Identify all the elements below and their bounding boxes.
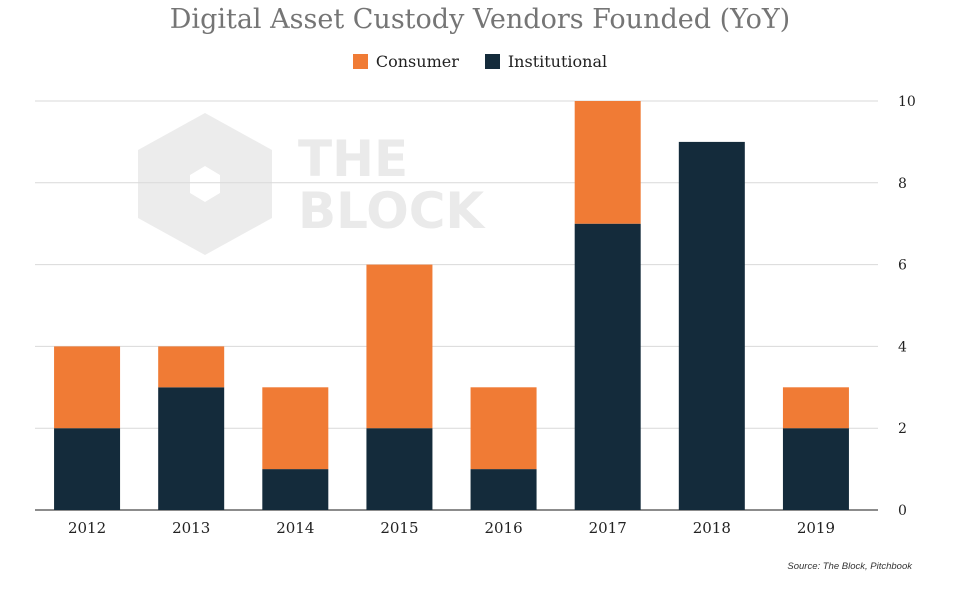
x-tick-label: 2019 bbox=[797, 519, 835, 537]
source-note: Source: The Block, Pitchbook bbox=[787, 561, 912, 572]
bar-institutional bbox=[678, 141, 745, 510]
y-tick-label: 4 bbox=[898, 339, 907, 355]
bar-institutional bbox=[574, 223, 641, 510]
watermark-logo-inner-icon bbox=[190, 166, 220, 202]
bar-consumer bbox=[262, 387, 329, 470]
legend: Consumer Institutional bbox=[0, 52, 960, 71]
y-tick-label: 2 bbox=[898, 421, 907, 437]
bar-consumer bbox=[574, 101, 641, 224]
watermark: THE BLOCK bbox=[138, 113, 486, 255]
bar-consumer bbox=[470, 387, 537, 470]
x-tick-label: 2015 bbox=[380, 519, 418, 537]
bar-institutional bbox=[470, 469, 537, 510]
y-axis-ticks: 0 2 4 6 8 10 bbox=[898, 94, 916, 519]
bar-consumer bbox=[366, 264, 433, 429]
bar-institutional bbox=[54, 428, 121, 510]
bar-institutional bbox=[366, 428, 433, 510]
bar-consumer bbox=[158, 346, 225, 388]
legend-swatch-institutional bbox=[484, 54, 500, 69]
watermark-text-line1: THE bbox=[298, 130, 408, 188]
legend-label-consumer: Consumer bbox=[375, 52, 459, 71]
y-tick-label: 6 bbox=[898, 258, 907, 274]
bars bbox=[54, 101, 849, 510]
legend-item-institutional: Institutional bbox=[484, 52, 608, 71]
legend-swatch-consumer bbox=[352, 54, 368, 69]
y-tick-label: 10 bbox=[898, 94, 916, 110]
y-tick-label: 0 bbox=[898, 503, 907, 519]
y-tick-label: 8 bbox=[898, 176, 907, 192]
chart-title: Digital Asset Custody Vendors Founded (Y… bbox=[169, 4, 791, 35]
x-tick-label: 2012 bbox=[68, 519, 106, 537]
x-tick-label: 2016 bbox=[484, 519, 522, 537]
watermark-text-line2: BLOCK bbox=[298, 182, 486, 240]
bar-institutional bbox=[782, 428, 849, 510]
x-tick-label: 2014 bbox=[276, 519, 314, 537]
x-axis-ticks: 2012 2013 2014 2015 2016 2017 2018 2019 bbox=[68, 519, 835, 537]
bar-institutional bbox=[158, 387, 225, 510]
x-tick-label: 2017 bbox=[589, 519, 627, 537]
x-tick-label: 2018 bbox=[693, 519, 731, 537]
legend-label-institutional: Institutional bbox=[507, 52, 608, 71]
bar-institutional bbox=[262, 469, 329, 510]
bar-consumer bbox=[54, 346, 121, 429]
x-tick-label: 2013 bbox=[172, 519, 210, 537]
bar-consumer bbox=[782, 387, 849, 429]
legend-item-consumer: Consumer bbox=[352, 52, 459, 71]
